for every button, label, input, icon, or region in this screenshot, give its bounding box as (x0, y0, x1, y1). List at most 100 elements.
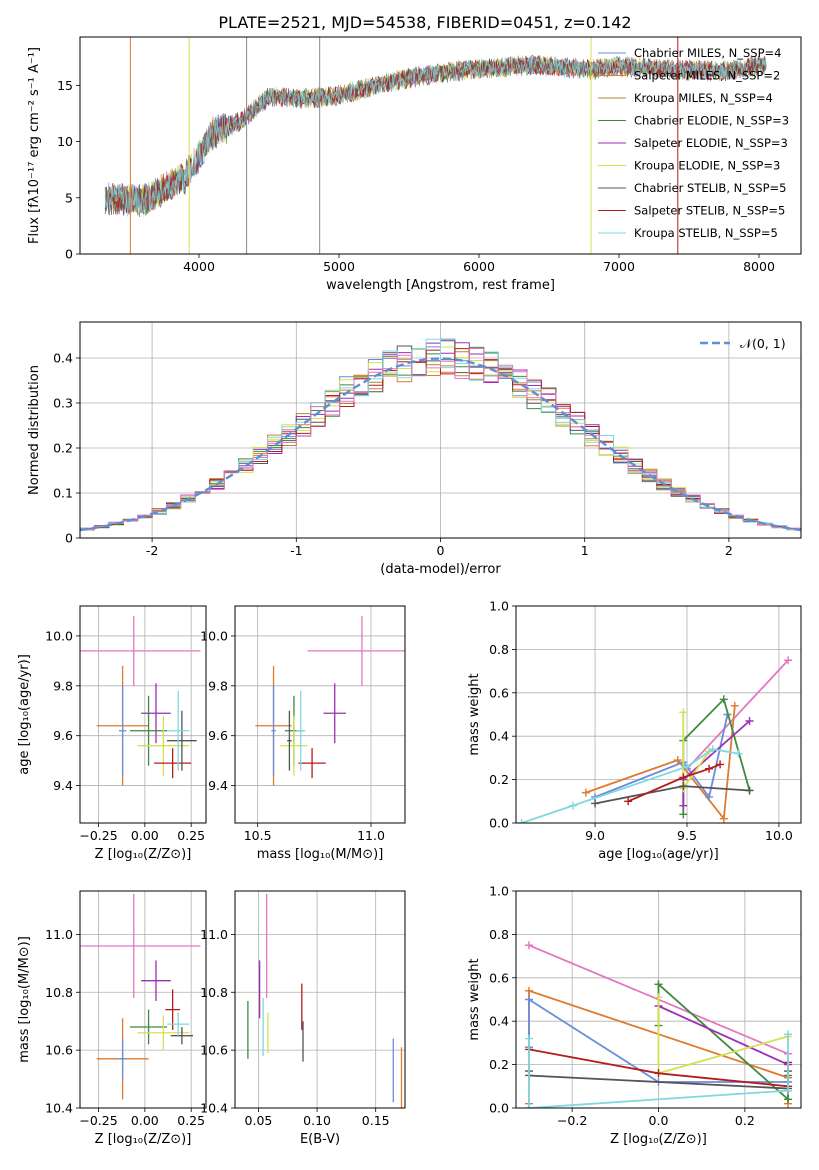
y-tick-label: 11.0 (45, 927, 73, 942)
plot-frame (79, 890, 207, 1109)
y-tick-label: 10.8 (200, 985, 228, 1000)
y-tick-label: 0.2 (489, 1057, 509, 1072)
weight-line (682, 697, 751, 815)
y-axis-label: mass weight (467, 673, 482, 755)
x-axis-label: age [log₁₀(age/yr)] (598, 847, 719, 862)
weight-marker (591, 799, 600, 808)
x-tick-label: 10.5 (244, 828, 272, 843)
y-tick-label: 10.4 (200, 1101, 228, 1116)
x-tick-label: 0.2 (735, 1113, 755, 1128)
legend-label: Salpeter STELIB, N_SSP=5 (634, 204, 785, 218)
y-tick-label: 10.0 (45, 628, 73, 643)
legend-label: Salpeter ELODIE, N_SSP=3 (634, 136, 788, 150)
x-tick-label: -1 (290, 543, 302, 558)
plot-area (80, 615, 201, 786)
x-tick-label: 9.0 (585, 828, 605, 843)
y-tick-label: 1.0 (489, 599, 509, 614)
weight-marker (745, 786, 754, 795)
weight-marker (524, 1034, 533, 1043)
plot-frame (515, 605, 802, 824)
chart-residuals: -2 -1 0 1 2 0 0.1 0.2 0.3 0.4 (data-model)/error No… (27, 321, 802, 577)
y-tick-label: 1.0 (489, 884, 509, 899)
chart-age-vs-Z: −0.25 0.00 0.25 9.4 9.6 9.8 10.0 Z [log₁₀(Z/Z⊙)… (17, 605, 207, 862)
y-tick-label: 10.6 (200, 1043, 228, 1058)
weight-marker (705, 792, 714, 801)
y-tick-label: 9.4 (208, 778, 228, 793)
y-tick-label: 0.3 (53, 396, 73, 411)
normal-curve (80, 357, 801, 532)
y-tick-label: 10.8 (45, 985, 73, 1000)
y-tick-label: 0.8 (489, 642, 509, 657)
y-tick-label: 9.6 (53, 728, 73, 743)
legend-label: Chabrier ELODIE, N_SSP=3 (634, 114, 789, 128)
y-tick-label: 10 (57, 134, 73, 149)
weight-marker (569, 801, 577, 810)
weight-marker (679, 773, 688, 782)
plot-area (255, 615, 405, 786)
x-tick-label: 2 (725, 543, 733, 558)
weight-line (585, 705, 736, 822)
chart-mass-weight-vs-Z: −0.2 0.0 0.2 0.0 0.2 0.4 0.6 0.8 1.0 Z [log₁₀(Z/Z… (467, 884, 802, 1147)
y-axis-label: mass [log₁₀(M/M⊙)] (17, 936, 32, 1063)
plot-frame (79, 321, 802, 539)
weight-line (658, 1005, 789, 1091)
x-tick-label: 0.0 (649, 1113, 669, 1128)
weight-line (528, 1034, 789, 1108)
legend-label: 𝒩(0, 1) (740, 336, 786, 351)
y-tick-label: 9.6 (208, 728, 228, 743)
legend-label: Kroupa STELIB, N_SSP=5 (634, 226, 778, 240)
chart-mass-vs-Z: −0.25 0.00 0.25 10.4 10.6 10.8 11.0 Z [log₁₀(Z/… (17, 890, 207, 1147)
weight-marker (730, 701, 739, 710)
weight-marker (705, 764, 714, 773)
x-tick-label: 0.00 (131, 828, 159, 843)
legend-label: Kroupa ELODIE, N_SSP=3 (634, 159, 780, 173)
plot-area (524, 941, 793, 1108)
y-tick-label: 0.6 (489, 970, 509, 985)
y-tick-label: 5 (65, 190, 73, 205)
weight-marker (524, 986, 533, 995)
weight-marker (624, 797, 633, 806)
y-tick-label: 10.4 (45, 1101, 73, 1116)
x-axis-label: Z [log₁₀(Z/Z⊙)] (610, 1132, 707, 1147)
weight-marker (745, 717, 754, 726)
x-tick-label: -2 (146, 543, 158, 558)
y-tick-label: 0 (65, 531, 73, 546)
chart-age-vs-mass: 10.5 11.0 9.4 9.6 9.8 10.0 mass [log₁₀(M/M⊙)] (200, 605, 406, 862)
x-tick-label: 7000 (603, 259, 635, 274)
y-tick-label: 0.2 (53, 441, 73, 456)
x-axis-label: E(B-V) (300, 1132, 340, 1147)
weight-line (528, 997, 788, 1083)
plot-frame (515, 890, 802, 1109)
weight-marker (524, 995, 533, 1004)
y-tick-label: 15 (57, 78, 73, 93)
plot-area (247, 893, 403, 1108)
plot-area (517, 656, 793, 823)
x-tick-label: 0 (437, 543, 445, 558)
histogram-step (80, 348, 801, 538)
y-tick-label: 0.4 (53, 351, 73, 366)
spectrum-line (104, 55, 767, 215)
y-tick-label: 0.8 (489, 927, 509, 942)
weight-marker (708, 745, 717, 754)
weight-marker (679, 708, 688, 717)
weight-marker (673, 756, 682, 765)
x-tick-label: 1 (581, 543, 589, 558)
weight-marker (679, 782, 688, 791)
x-tick-label: 5000 (323, 259, 355, 274)
x-tick-label: 8000 (743, 259, 775, 274)
y-tick-label: 0.4 (489, 1014, 509, 1029)
y-tick-label: 0.2 (489, 772, 509, 787)
x-axis-label: wavelength [Angstrom, rest frame] (326, 278, 555, 293)
plot-area (104, 37, 767, 254)
x-tick-label: 10.0 (765, 828, 793, 843)
x-tick-label: 0.15 (362, 1113, 390, 1128)
plot-frame (79, 36, 802, 255)
y-axis-label: Normed distribution (27, 365, 42, 495)
weight-marker (679, 801, 688, 810)
weight-marker (784, 1086, 793, 1095)
weight-marker (784, 1030, 793, 1039)
weight-marker (517, 819, 526, 823)
weight-marker (654, 980, 663, 989)
weight-marker (719, 695, 728, 704)
